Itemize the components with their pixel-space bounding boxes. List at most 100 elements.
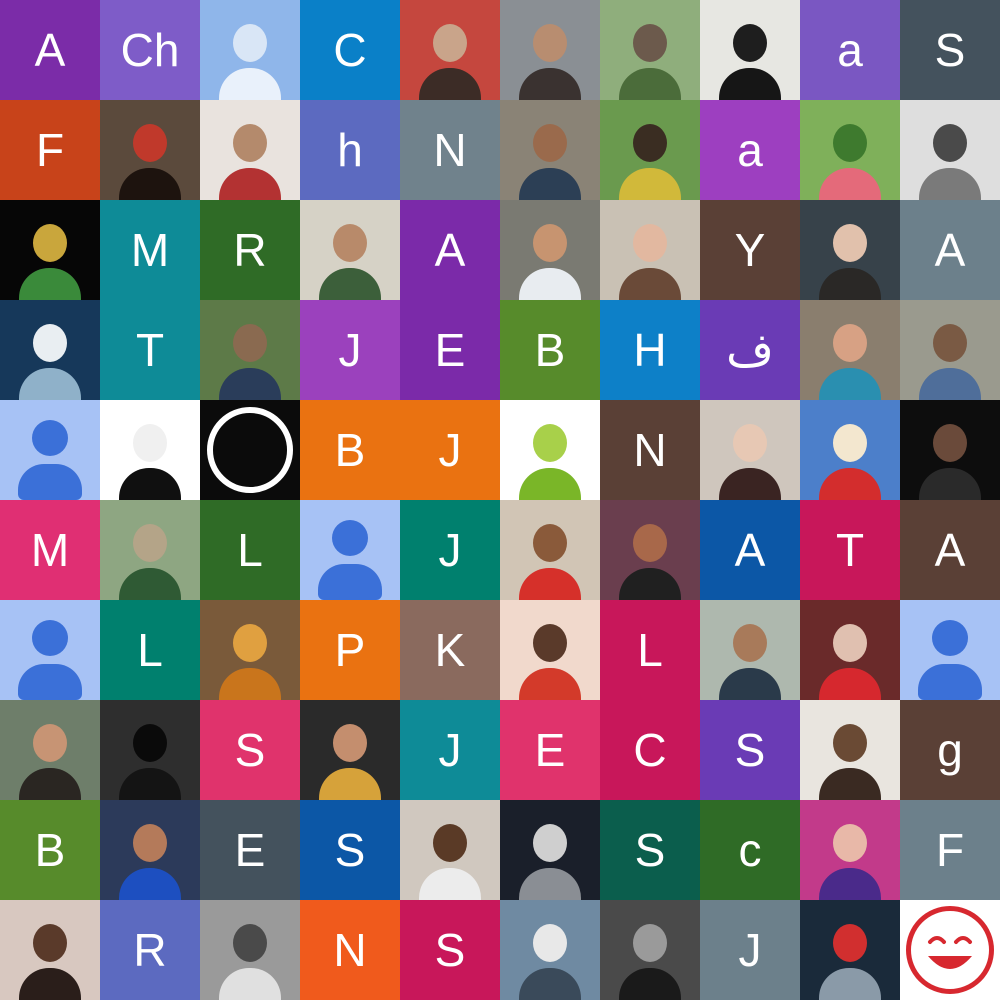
user-initial-tile[interactable]: J: [700, 900, 800, 1000]
user-photo-avatar[interactable]: [600, 900, 700, 1000]
user-initial-tile[interactable]: H: [600, 300, 700, 400]
user-photo-avatar[interactable]: [100, 500, 200, 600]
user-photo-avatar[interactable]: [300, 200, 400, 300]
user-initial-tile[interactable]: N: [600, 400, 700, 500]
user-photo-avatar[interactable]: [800, 100, 900, 200]
user-initial-tile[interactable]: A: [900, 200, 1000, 300]
user-photo-avatar[interactable]: [800, 900, 900, 1000]
user-photo-avatar[interactable]: [800, 400, 900, 500]
smiley-avatar-tile[interactable]: [900, 900, 1000, 1000]
user-initial-tile[interactable]: P: [300, 600, 400, 700]
user-photo-avatar[interactable]: [500, 900, 600, 1000]
user-photo-avatar[interactable]: [200, 600, 300, 700]
user-initial-tile[interactable]: S: [300, 800, 400, 900]
user-initial-tile[interactable]: S: [900, 0, 1000, 100]
user-initial-tile[interactable]: C: [300, 0, 400, 100]
user-initial-tile[interactable]: S: [200, 700, 300, 800]
user-photo-avatar[interactable]: [600, 500, 700, 600]
user-photo-avatar[interactable]: [600, 200, 700, 300]
default-avatar-tile[interactable]: [0, 400, 100, 500]
user-initial-tile[interactable]: M: [0, 500, 100, 600]
user-initial-tile[interactable]: J: [400, 700, 500, 800]
user-photo-avatar[interactable]: [100, 700, 200, 800]
user-photo-avatar[interactable]: [100, 400, 200, 500]
user-initial-tile[interactable]: E: [500, 700, 600, 800]
user-photo-avatar[interactable]: [100, 100, 200, 200]
user-photo-avatar[interactable]: [500, 0, 600, 100]
user-initial-tile[interactable]: S: [400, 900, 500, 1000]
user-photo-avatar[interactable]: [0, 300, 100, 400]
user-initial-tile[interactable]: E: [400, 300, 500, 400]
user-initial-tile[interactable]: R: [100, 900, 200, 1000]
user-initial-tile[interactable]: h: [300, 100, 400, 200]
user-photo-avatar[interactable]: [200, 300, 300, 400]
user-photo-avatar[interactable]: [800, 300, 900, 400]
user-initial-tile[interactable]: ف: [700, 300, 800, 400]
user-initial-tile[interactable]: a: [700, 100, 800, 200]
user-initial-tile[interactable]: J: [400, 500, 500, 600]
user-photo-avatar[interactable]: [400, 800, 500, 900]
user-photo-avatar[interactable]: [700, 0, 800, 100]
user-initial-tile[interactable]: B: [500, 300, 600, 400]
user-photo-avatar[interactable]: [0, 900, 100, 1000]
user-photo-avatar[interactable]: [500, 800, 600, 900]
user-initial-tile[interactable]: A: [0, 0, 100, 100]
user-initial-tile[interactable]: R: [200, 200, 300, 300]
user-initial-tile[interactable]: a: [800, 0, 900, 100]
default-avatar-tile[interactable]: [300, 500, 400, 600]
user-photo-avatar[interactable]: [900, 300, 1000, 400]
user-initial-tile[interactable]: A: [900, 500, 1000, 600]
user-initial-tile[interactable]: K: [400, 600, 500, 700]
user-initial-tile[interactable]: g: [900, 700, 1000, 800]
user-photo-avatar[interactable]: [800, 700, 900, 800]
user-photo-avatar[interactable]: [700, 600, 800, 700]
user-photo-avatar[interactable]: [500, 600, 600, 700]
user-initial-tile[interactable]: L: [100, 600, 200, 700]
user-initial-tile[interactable]: C: [600, 700, 700, 800]
default-avatar-tile[interactable]: [900, 600, 1000, 700]
user-initial-tile[interactable]: B: [0, 800, 100, 900]
user-initial-tile[interactable]: N: [300, 900, 400, 1000]
user-photo-avatar[interactable]: [700, 400, 800, 500]
user-photo-avatar[interactable]: [200, 900, 300, 1000]
user-initial-tile[interactable]: M: [100, 200, 200, 300]
user-initial-tile[interactable]: L: [200, 500, 300, 600]
user-photo-avatar[interactable]: [600, 0, 700, 100]
user-photo-avatar[interactable]: [600, 100, 700, 200]
user-initial-tile[interactable]: T: [800, 500, 900, 600]
user-initial-tile[interactable]: c: [700, 800, 800, 900]
user-initial-tile[interactable]: B: [300, 400, 400, 500]
user-photo-avatar[interactable]: [500, 500, 600, 600]
user-photo-avatar[interactable]: [900, 400, 1000, 500]
user-photo-avatar[interactable]: [100, 800, 200, 900]
user-initial-tile[interactable]: L: [600, 600, 700, 700]
user-photo-avatar[interactable]: [900, 100, 1000, 200]
user-initial-tile[interactable]: F: [900, 800, 1000, 900]
user-photo-avatar[interactable]: [500, 100, 600, 200]
user-photo-avatar[interactable]: [500, 400, 600, 500]
user-photo-avatar[interactable]: [300, 700, 400, 800]
user-photo-avatar[interactable]: [200, 0, 300, 100]
user-initial-tile[interactable]: Ch: [100, 0, 200, 100]
emblem-avatar-tile[interactable]: [200, 400, 300, 500]
user-initial-tile[interactable]: Y: [700, 200, 800, 300]
user-initial-tile[interactable]: F: [0, 100, 100, 200]
user-initial-tile[interactable]: A: [700, 500, 800, 600]
user-initial-tile[interactable]: T: [100, 300, 200, 400]
user-photo-avatar[interactable]: [400, 0, 500, 100]
user-initial-tile[interactable]: J: [400, 400, 500, 500]
user-photo-avatar[interactable]: [0, 700, 100, 800]
user-photo-avatar[interactable]: [200, 100, 300, 200]
user-photo-avatar[interactable]: [800, 800, 900, 900]
user-photo-avatar[interactable]: [500, 200, 600, 300]
user-photo-avatar[interactable]: [0, 200, 100, 300]
user-initial-tile[interactable]: N: [400, 100, 500, 200]
user-photo-avatar[interactable]: [800, 200, 900, 300]
user-initial-tile[interactable]: S: [600, 800, 700, 900]
user-initial-tile[interactable]: J: [300, 300, 400, 400]
default-avatar-tile[interactable]: [0, 600, 100, 700]
user-photo-avatar[interactable]: [800, 600, 900, 700]
user-initial-tile[interactable]: S: [700, 700, 800, 800]
user-initial-tile[interactable]: A: [400, 200, 500, 300]
user-initial-tile[interactable]: E: [200, 800, 300, 900]
